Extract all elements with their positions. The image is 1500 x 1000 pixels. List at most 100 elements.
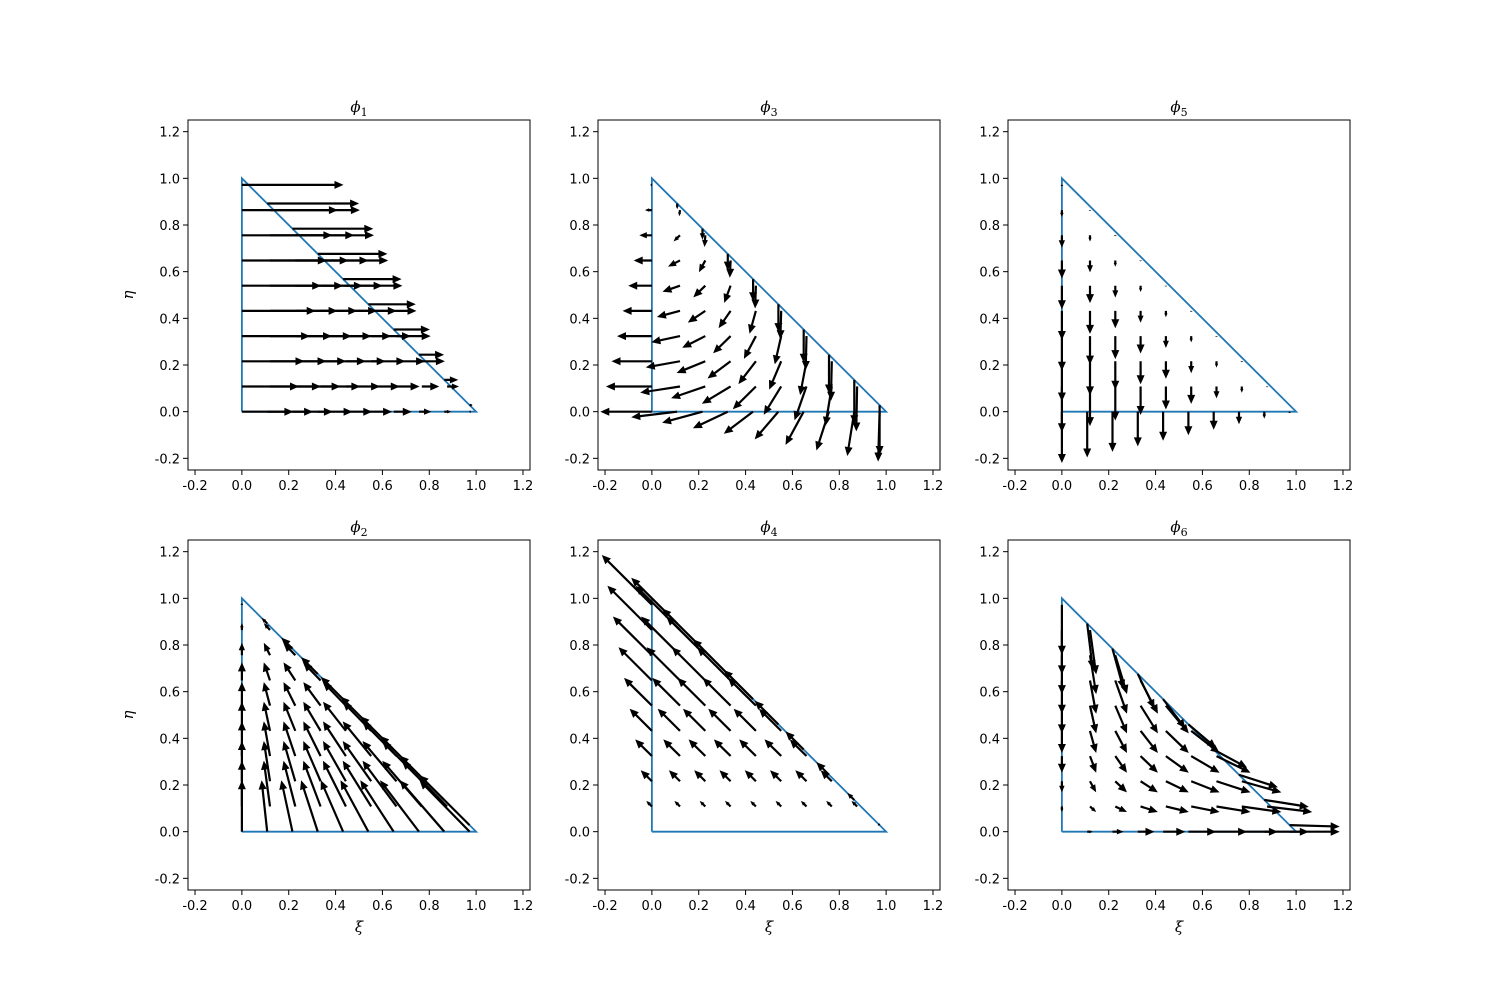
x-tick-label: 0.6	[372, 479, 393, 494]
quiver-arrow	[1086, 285, 1094, 304]
x-tick-label: 0.6	[372, 899, 393, 914]
quiver-arrow	[754, 411, 780, 440]
y-tick-label: 0.0	[979, 406, 1000, 421]
quiver-arrow	[1191, 805, 1220, 815]
quiver-arrow	[688, 739, 707, 757]
panel-5: ϕ4 -0.2 0.0 0.2 0.4 0.6 0.8 1.0 1.2 -0.2 0.0 0.2 0.4…	[565, 518, 944, 936]
y-tick-label: 0.2	[979, 359, 1000, 374]
quiver-arrow	[1265, 386, 1269, 388]
quiver-arrow	[668, 770, 681, 782]
quiver-arrow	[261, 721, 272, 757]
quiver-arrow	[769, 360, 783, 390]
y-axis-label: η	[119, 291, 137, 300]
y-tick-label: -0.2	[155, 872, 180, 887]
y-tick-label: -0.2	[565, 452, 590, 467]
quiver-arrow	[320, 780, 345, 833]
quiver-arrow	[283, 662, 297, 682]
quiver-arrow	[345, 357, 386, 366]
quiver-arrow	[1111, 361, 1120, 390]
panel-title-subscript: 1	[361, 106, 368, 119]
quiver-arrow	[1088, 210, 1092, 211]
quiver-arrow	[419, 408, 432, 415]
quiver-arrow	[1086, 336, 1094, 365]
x-tick-label: 0.8	[419, 479, 440, 494]
x-tick-label: 0.0	[232, 899, 253, 914]
quiver-arrow	[368, 300, 416, 309]
quiver-arrow	[852, 386, 861, 432]
quiver-arrow	[600, 407, 652, 416]
quiver-arrow	[1140, 805, 1158, 814]
quiver-arrow	[1262, 411, 1266, 419]
quiver-arrow	[302, 760, 322, 807]
quiver-arrow	[851, 800, 858, 808]
quiver-arrow	[815, 411, 830, 451]
quiver-arrow	[875, 405, 884, 455]
quiver-arrow	[713, 739, 732, 757]
quiver-arrow	[646, 647, 681, 682]
y-tick-label: -0.2	[155, 452, 180, 467]
quiver-arrow	[1165, 755, 1189, 773]
quiver-arrow	[1111, 336, 1120, 360]
quiver-arrow	[393, 325, 430, 334]
x-axis-label: ξ	[1175, 918, 1184, 936]
quiver-arrow	[1264, 827, 1309, 836]
x-tick-label: 0.2	[1098, 899, 1119, 914]
quiver-arrow	[699, 228, 706, 240]
quiver-arrow	[671, 647, 707, 682]
quiver-arrow	[1087, 260, 1093, 273]
axes-frame	[187, 539, 531, 891]
quiver-arrow	[237, 741, 246, 782]
quiver-arrow	[1114, 705, 1128, 734]
quiver-arrow	[323, 741, 347, 782]
panel-title: ϕ4	[760, 518, 777, 539]
quiver-arrow	[611, 357, 652, 366]
quiver-arrow	[301, 657, 319, 675]
quiver-arrow	[261, 741, 272, 782]
quiver-arrow	[785, 731, 805, 751]
axes-frame	[597, 119, 941, 471]
y-tick-label: 0.0	[979, 826, 1000, 841]
y-tick-label: 0.8	[569, 219, 590, 234]
quiver-arrow	[1114, 755, 1127, 773]
y-tick-label: 0.6	[159, 686, 180, 701]
x-tick-label: 0.2	[688, 479, 709, 494]
quiver-arrow	[795, 770, 808, 782]
quiver-arrow	[320, 357, 366, 366]
quiver-arrow	[1216, 755, 1251, 773]
quiver-arrow	[371, 382, 400, 391]
x-tick-label: 1.2	[923, 479, 944, 494]
panel-title-subscript: 4	[771, 526, 778, 539]
quiver-arrow	[340, 780, 370, 833]
y-tick-label: 0.2	[979, 779, 1000, 794]
quiver-arrow	[827, 361, 836, 401]
quiver-arrow	[368, 407, 393, 416]
y-tick-label: 0.4	[159, 312, 180, 327]
quiver-arrow	[1089, 805, 1097, 812]
x-tick-label: 1.2	[923, 899, 944, 914]
quiver-arrow	[816, 762, 830, 776]
quiver-arrow	[607, 585, 653, 631]
quiver-arrow	[1060, 184, 1064, 187]
quiver-arrow	[1238, 773, 1278, 789]
y-tick-label: 1.2	[159, 126, 180, 141]
quiver-arrow	[323, 682, 347, 707]
quiver-arrow	[323, 701, 347, 732]
quiver-arrow	[1086, 386, 1094, 427]
quiver-arrow	[1057, 411, 1066, 463]
quiver-arrow	[1089, 755, 1097, 773]
quiver-arrow	[237, 682, 246, 706]
quiver-arrow	[651, 335, 681, 345]
quiver-arrow	[1139, 285, 1143, 292]
panel-title: ϕ5	[1170, 98, 1187, 119]
x-tick-label: -0.2	[592, 479, 617, 494]
quiver-arrow	[267, 407, 314, 416]
quiver-arrow	[1057, 680, 1066, 714]
quiver-arrow	[371, 357, 406, 366]
quiver-arrow	[263, 623, 271, 631]
quiver-arrow	[723, 285, 732, 303]
quiver-arrow	[772, 335, 783, 365]
x-tick-label: 0.8	[1239, 899, 1260, 914]
quiver-arrow	[1112, 285, 1119, 298]
